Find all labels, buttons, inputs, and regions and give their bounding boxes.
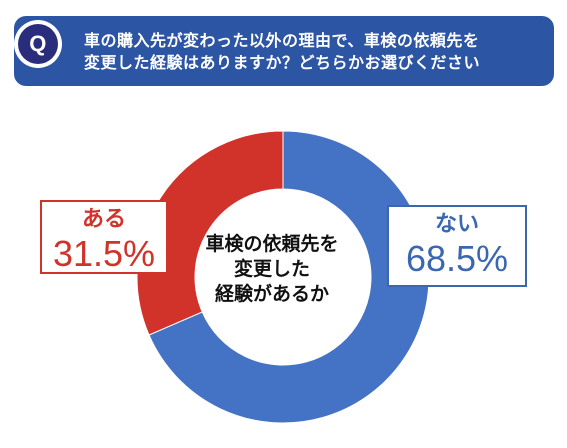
donut-center-label: 車検の依頼先を 変更した 経験があるか [192,232,352,307]
center-label-line-1: 車検の依頼先を [205,233,339,255]
callout-aru-value: 31.5% [52,233,156,274]
center-label-line-2: 変更した [233,258,310,280]
question-text-line-2: 変更した経験はありますか？どちらかお選びください [84,53,481,72]
callout-nai: ない 68.5% [387,205,527,287]
question-text-line-1: 車の購入先が変わった以外の理由で、車検の依頼先を [84,31,480,50]
callout-aru-label: ある [81,207,126,232]
center-label-line-3: 経験があるか [214,283,329,305]
callout-nai-value: 68.5% [405,238,509,279]
callout-nai-label: ない [434,212,479,237]
question-badge: Q [14,20,62,68]
question-banner: Q 車の購入先が変わった以外の理由で、車検の依頼先を 変更した経験はありますか？… [14,16,554,86]
callout-aru: ある 31.5% [40,200,168,274]
question-badge-letter: Q [18,24,58,64]
